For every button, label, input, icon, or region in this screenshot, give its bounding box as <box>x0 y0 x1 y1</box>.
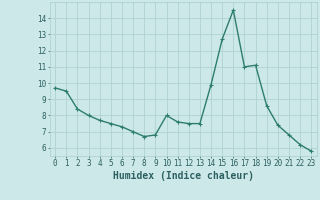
X-axis label: Humidex (Indice chaleur): Humidex (Indice chaleur) <box>113 171 254 181</box>
